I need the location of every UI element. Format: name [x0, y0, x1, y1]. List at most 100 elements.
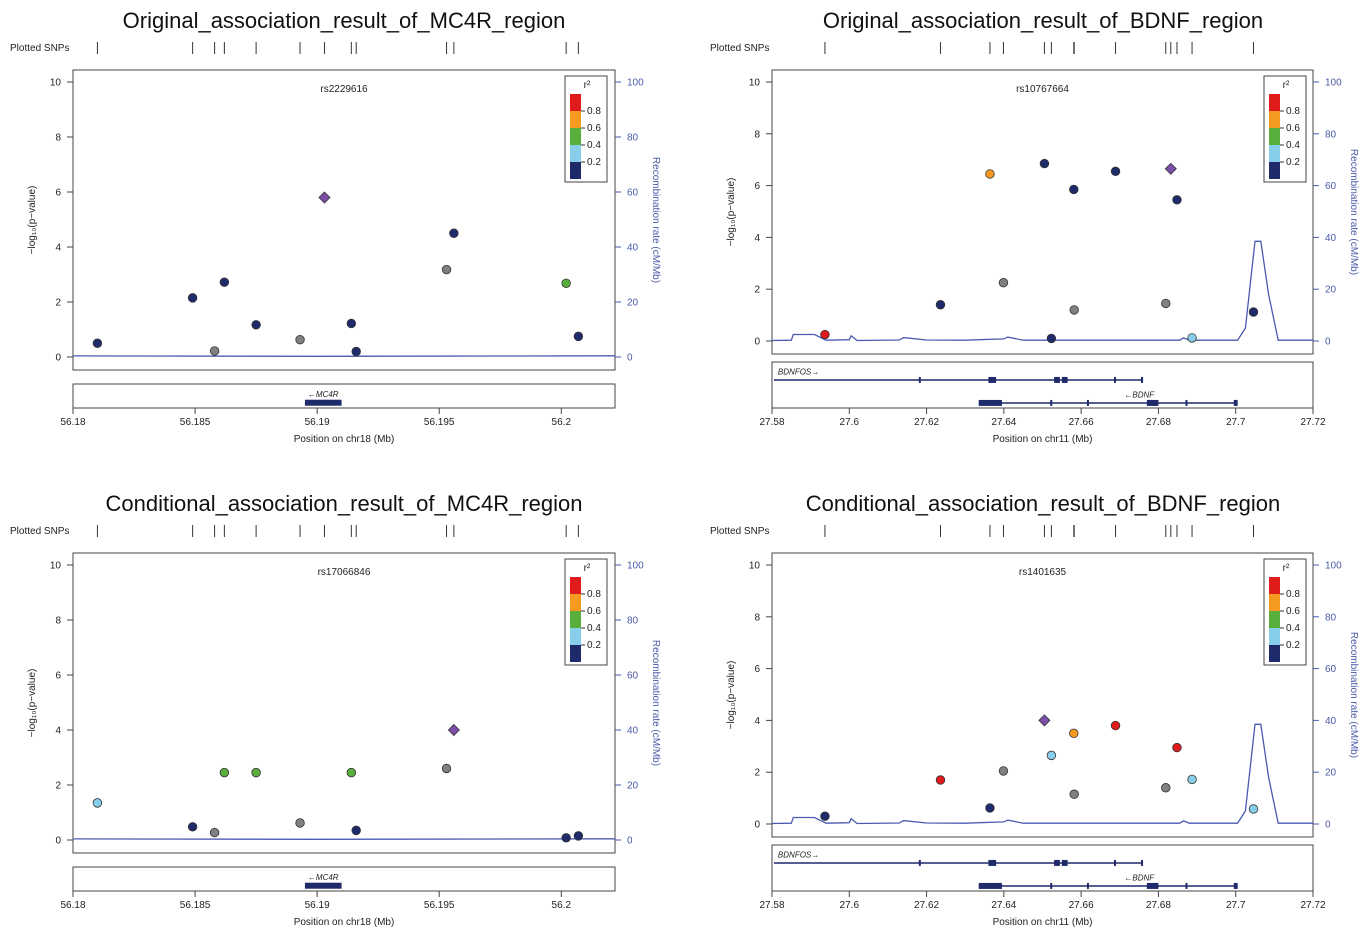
r2-legend-swatch	[570, 594, 581, 611]
snp-point	[346, 318, 357, 329]
y-axis-label: −log₁₀(p−value)	[27, 669, 38, 738]
x-tick-label: 27.66	[1069, 417, 1094, 428]
r2-legend-tick-label: 0.2	[587, 640, 601, 651]
r2-legend-swatch	[1269, 162, 1280, 179]
snp-point	[573, 831, 584, 841]
gene-track-frame	[771, 361, 1314, 409]
rate-tick-label: 80	[627, 616, 639, 627]
x-tick-label: 27.72	[1300, 900, 1325, 911]
snp-point	[1069, 305, 1079, 315]
y-tick-label: 4	[754, 716, 760, 727]
snp-point	[1161, 783, 1171, 793]
y-tick-label: 6	[754, 664, 760, 675]
gene-exon	[1146, 882, 1159, 889]
gene-label: ←MC4R	[308, 390, 339, 399]
snp-point	[1172, 195, 1182, 205]
x-axis-label: Position on chr18 (Mb)	[294, 917, 395, 928]
snp-point	[1069, 184, 1079, 195]
r2-legend-swatch	[570, 128, 581, 145]
snp-point	[187, 293, 198, 303]
snp-point	[449, 228, 459, 238]
rate-tick-label: 60	[1325, 181, 1337, 192]
x-tick-label: 56.18	[60, 417, 85, 428]
x-tick-label: 27.6	[840, 417, 860, 428]
gene-track-frame	[72, 383, 616, 409]
y-tick-label: 2	[55, 781, 61, 792]
gene-exon	[1146, 399, 1159, 406]
x-tick-label: 27.7	[1226, 417, 1246, 428]
r2-legend-swatch	[570, 94, 581, 111]
rate-tick-label: 80	[1325, 612, 1337, 623]
lead-snp-label: rs2229616	[320, 84, 368, 95]
recombination-rate-line	[72, 838, 616, 840]
x-tick-label: 27.62	[914, 417, 939, 428]
snp-point	[295, 818, 305, 828]
gene-exon	[1086, 399, 1089, 406]
r2-legend-tick-label: 0.6	[587, 123, 601, 134]
r2-legend-tick-label: 0.8	[1286, 106, 1300, 117]
r2-legend-swatch	[1269, 594, 1280, 611]
gene-exon	[1185, 399, 1188, 406]
x-tick-label: 56.185	[180, 900, 211, 911]
rate-tick-label: 0	[627, 353, 633, 364]
chart-title: Original_association_result_of_BDNF_regi…	[823, 8, 1263, 33]
rate-tick-label: 20	[627, 781, 639, 792]
r2-legend-title: r²	[1283, 80, 1290, 91]
r2-legend-tick-label: 0.2	[1286, 157, 1300, 168]
snp-point	[1110, 166, 1121, 177]
lead-snp-point	[1164, 162, 1177, 175]
x-tick-label: 27.58	[759, 417, 784, 428]
snp-point	[295, 334, 305, 345]
panel-4: Conditional_association_result_of_BDNF_r…	[710, 491, 1359, 928]
recombination-rate-line	[771, 723, 1313, 825]
snp-point	[351, 346, 361, 357]
r2-legend-swatch	[570, 628, 581, 645]
y-tick-label: 4	[55, 243, 61, 254]
x-tick-label: 27.72	[1300, 417, 1325, 428]
rate-tick-label: 20	[1325, 768, 1337, 779]
x-tick-label: 56.19	[305, 417, 330, 428]
r2-legend-tick-label: 0.4	[587, 140, 601, 151]
y-tick-label: 8	[55, 133, 61, 144]
gene-exon	[1233, 399, 1238, 406]
rate-tick-label: 20	[627, 298, 639, 309]
r2-legend-tick-label: 0.8	[587, 589, 601, 600]
rate-axis-label: Recombination rate (cM/Mb)	[650, 157, 661, 283]
rate-tick-label: 40	[627, 726, 639, 737]
chart-title: Conditional_association_result_of_MC4R_r…	[106, 491, 583, 516]
snp-point	[1248, 307, 1259, 317]
snp-point	[92, 798, 103, 808]
snp-point	[998, 278, 1009, 288]
x-tick-label: 27.58	[759, 900, 784, 911]
y-tick-label: 4	[754, 233, 760, 244]
x-tick-label: 27.68	[1146, 900, 1171, 911]
x-axis-label: Position on chr11 (Mb)	[993, 434, 1093, 445]
lead-snp-label: rs10767664	[1016, 84, 1069, 95]
x-tick-label: 27.66	[1069, 900, 1094, 911]
snp-point	[1046, 750, 1057, 761]
gene-label: ←MC4R	[308, 873, 339, 882]
rate-tick-label: 100	[627, 561, 644, 572]
snp-point	[219, 767, 230, 778]
r2-legend-title: r²	[1283, 563, 1290, 574]
lead-snp-label: rs17066846	[318, 567, 371, 578]
rate-tick-label: 0	[627, 836, 633, 847]
gene-exon	[978, 882, 1002, 889]
gene-exon	[1050, 399, 1053, 406]
y-tick-label: 6	[754, 181, 760, 192]
gene-track-frame	[771, 844, 1314, 892]
r2-legend-swatch	[1269, 611, 1280, 628]
x-tick-label: 56.185	[180, 417, 211, 428]
y-tick-label: 6	[55, 188, 61, 199]
x-tick-label: 56.2	[552, 417, 572, 428]
gene-track-frame	[72, 866, 616, 892]
x-tick-label: 27.6	[840, 900, 860, 911]
gene-exon	[1061, 859, 1068, 866]
gene-exon	[918, 376, 921, 383]
snp-point	[820, 329, 830, 340]
gene-exon	[1185, 882, 1188, 889]
chart-title: Conditional_association_result_of_BDNF_r…	[806, 491, 1281, 516]
gene-exon	[304, 882, 342, 889]
r2-legend-title: r²	[584, 80, 591, 91]
r2-legend-swatch	[570, 162, 581, 179]
